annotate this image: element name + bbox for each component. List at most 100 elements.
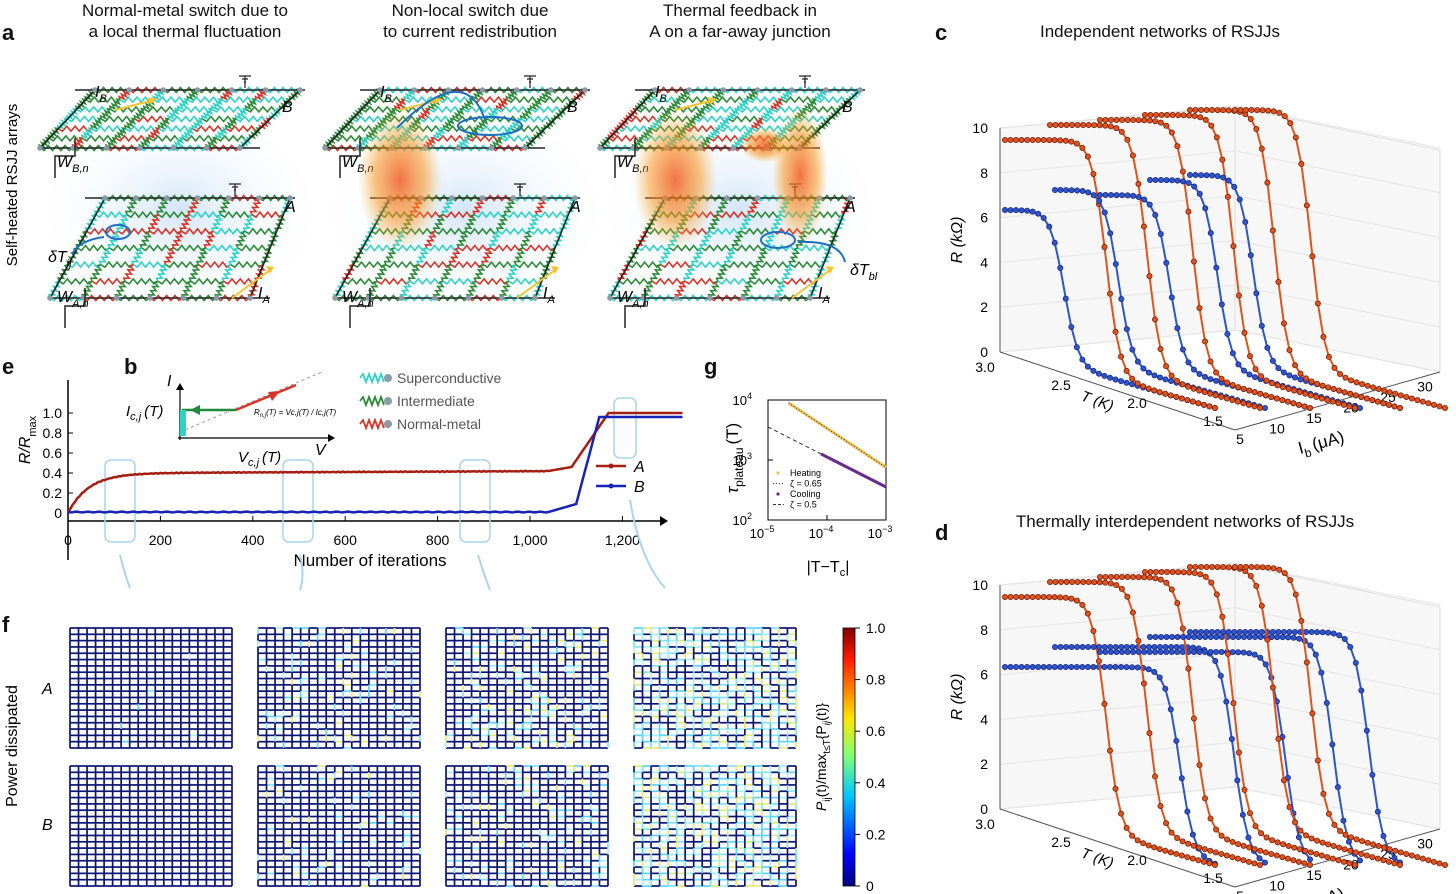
y-tick-label: 0.2 — [43, 485, 63, 501]
node — [510, 195, 517, 201]
trace-marker — [1167, 392, 1174, 399]
trace-marker — [1337, 371, 1344, 378]
panel-f-maps: Power dissipated A B 00.20.40.60.81.0 Pi… — [4, 620, 886, 894]
junction — [80, 127, 94, 140]
trace-marker — [1292, 362, 1299, 369]
trace-marker — [1243, 107, 1250, 114]
junction — [755, 247, 768, 265]
trace-marker — [1359, 381, 1366, 388]
node — [445, 87, 452, 93]
junction — [736, 98, 750, 111]
junction — [424, 230, 437, 249]
trace-marker — [1253, 126, 1260, 133]
trace-marker — [1107, 644, 1114, 651]
trace-marker — [1113, 649, 1120, 656]
trace-marker — [1196, 844, 1203, 851]
trace-marker — [1375, 386, 1382, 393]
trace-marker — [1209, 107, 1216, 114]
trace-marker — [1212, 658, 1219, 665]
trace-marker — [1191, 113, 1198, 120]
trace-marker — [1274, 634, 1281, 641]
redistribution-arrow — [396, 91, 486, 129]
ib-tick-label: 30 — [1417, 379, 1433, 395]
junction — [89, 263, 103, 282]
trace-marker — [1157, 802, 1164, 809]
junction — [244, 98, 257, 111]
junction — [804, 98, 817, 111]
junction — [609, 294, 644, 302]
node — [673, 295, 680, 301]
trace-marker — [1180, 569, 1187, 576]
z-tick-label: 10 — [972, 577, 988, 593]
node — [465, 295, 472, 301]
trace-marker — [1057, 644, 1064, 651]
trace-marker — [1046, 137, 1053, 144]
trace-marker — [1213, 134, 1220, 141]
trace-marker — [1265, 564, 1272, 571]
junction — [618, 277, 653, 286]
trace-marker — [1101, 644, 1108, 651]
trace-marker — [1051, 137, 1058, 144]
trace-marker — [1253, 629, 1260, 636]
trace-marker — [1101, 209, 1108, 216]
heat-plume — [633, 110, 717, 250]
junction — [497, 227, 531, 236]
label-layer-b: B — [567, 99, 578, 116]
trace-marker — [1342, 374, 1349, 381]
trace-marker — [1346, 403, 1353, 410]
panel-e-y-label: R/Rmax — [17, 415, 39, 464]
trace-marker — [1047, 579, 1054, 586]
junction — [181, 227, 214, 236]
trace-marker — [1168, 129, 1175, 136]
trace-marker — [1013, 137, 1020, 144]
junction — [668, 98, 682, 111]
panel-e-highlight-boxes — [104, 397, 637, 543]
trace-marker — [1397, 849, 1404, 856]
trace-marker — [1062, 295, 1069, 302]
t-tick-label: 1.5 — [1203, 870, 1223, 886]
trace-marker — [1095, 658, 1102, 665]
node — [572, 195, 578, 201]
trace-marker — [1113, 582, 1120, 589]
node — [225, 195, 232, 201]
trace-marker — [1230, 243, 1237, 250]
trace-marker — [1097, 574, 1104, 581]
junction — [527, 213, 540, 232]
trace-marker — [1187, 564, 1194, 571]
trace-marker — [1152, 118, 1159, 125]
z-tick-label: 10 — [972, 120, 988, 136]
junction — [749, 210, 782, 219]
junction — [230, 260, 264, 269]
trace-marker — [1189, 398, 1196, 405]
trace-marker — [1303, 202, 1310, 209]
back-wall-right — [1234, 106, 1441, 373]
trace-marker — [1135, 180, 1142, 187]
trace-marker — [1035, 664, 1042, 671]
trace-marker — [1074, 187, 1081, 194]
junction — [475, 277, 510, 286]
trace-marker — [1245, 834, 1252, 841]
trace-marker — [1220, 629, 1227, 636]
trace-marker — [1430, 858, 1437, 865]
trace-marker — [1157, 576, 1164, 583]
junction — [47, 280, 61, 299]
trace-marker — [1207, 358, 1214, 365]
trace-marker — [1419, 855, 1426, 862]
panel-e-plot: R/Rmax Number of iterations 0 0.2 0.4 0.6 0.… — [17, 380, 683, 570]
trace-marker — [1068, 664, 1075, 671]
node — [180, 295, 187, 301]
trace-marker — [1163, 259, 1170, 266]
x-tick-label: 200 — [149, 532, 173, 548]
trace-marker — [1237, 107, 1244, 114]
junction — [180, 280, 193, 299]
trace-marker — [1425, 400, 1432, 407]
node — [322, 145, 328, 151]
trace-marker — [1240, 634, 1247, 641]
panel-b-vc-label: Vc,j (T) — [238, 449, 281, 469]
trace-marker — [1090, 367, 1097, 374]
trace-marker — [1229, 634, 1236, 641]
trace-marker — [1251, 846, 1258, 853]
trace-marker — [1295, 858, 1302, 865]
trace-marker — [1162, 847, 1169, 854]
